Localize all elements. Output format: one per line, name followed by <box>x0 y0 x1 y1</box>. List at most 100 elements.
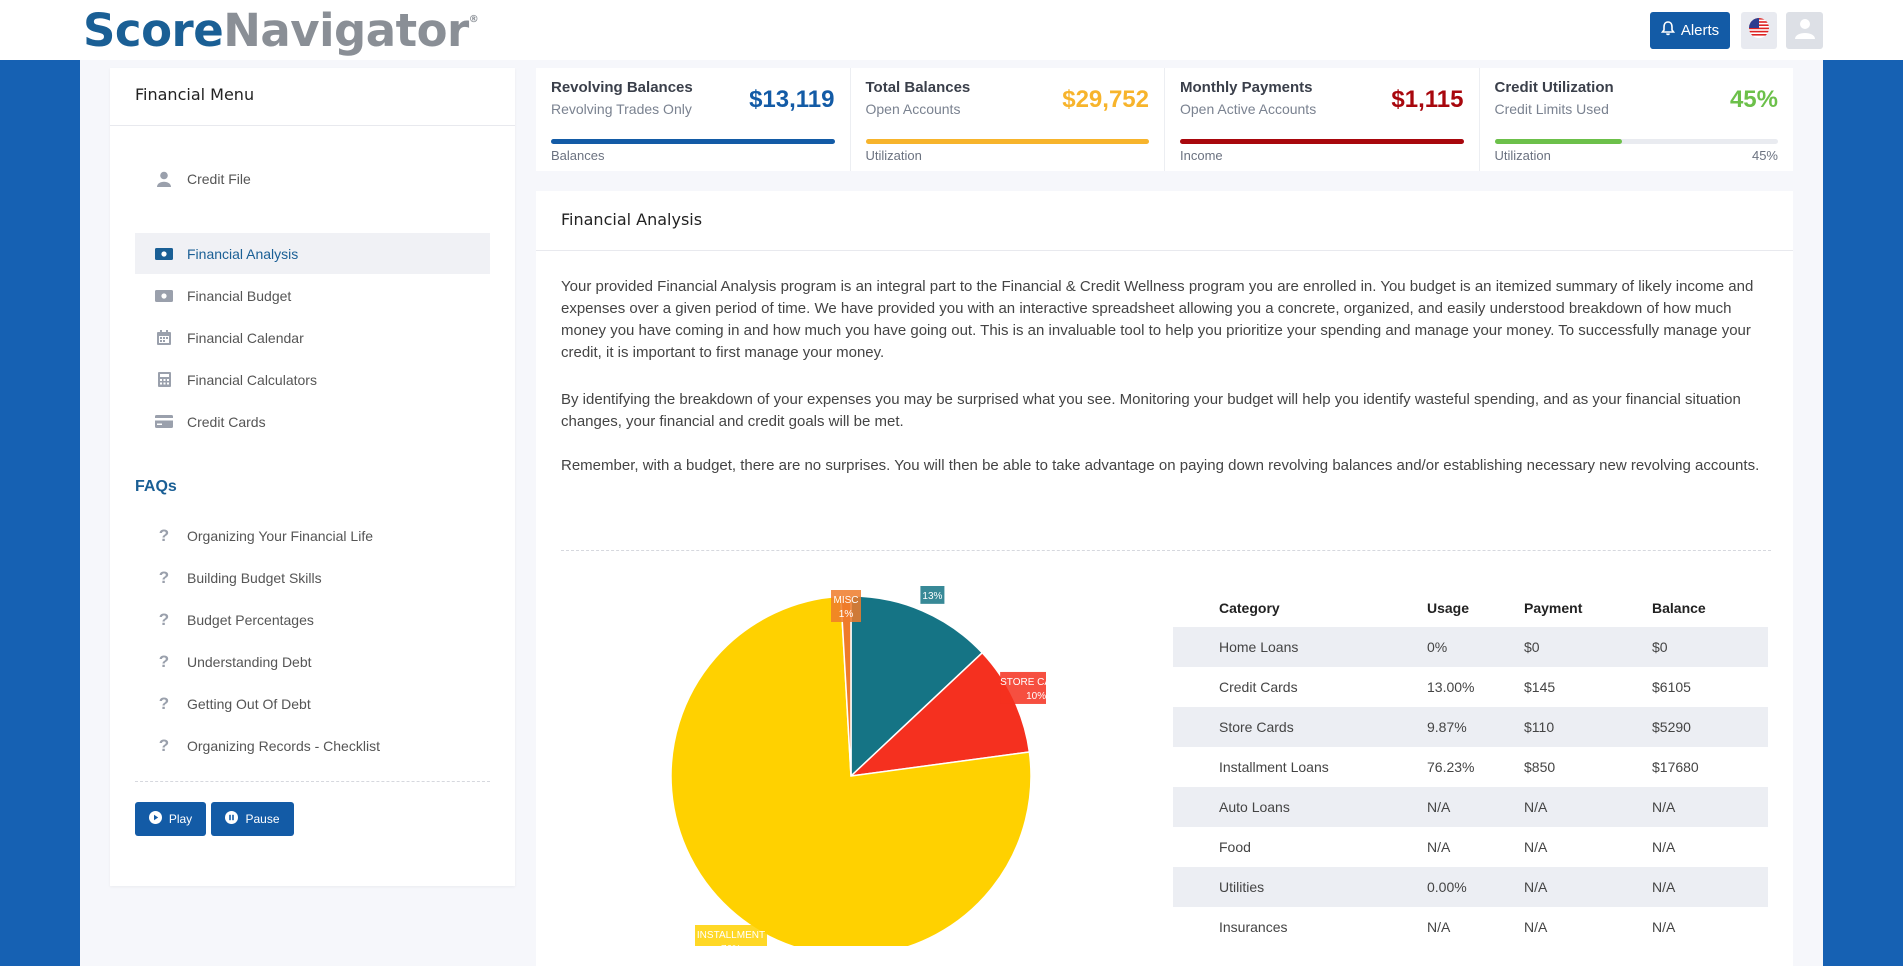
alerts-button[interactable]: Alerts <box>1650 12 1730 49</box>
stat-subtitle: Open Accounts <box>865 101 961 117</box>
cell-balance: $0 <box>1652 627 1768 667</box>
pause-circle-icon <box>225 811 239 827</box>
us-flag-icon <box>1748 17 1770 44</box>
sidebar-item-credit-file[interactable]: Credit File <box>135 158 490 199</box>
pie-label-name: INSTALLMENT <box>697 930 765 941</box>
registered-mark: ® <box>468 14 479 25</box>
table-row: Credit Cards 13.00% $145 $6105 <box>1173 667 1768 707</box>
cell-payment: $110 <box>1524 707 1652 747</box>
sidebar-title: Financial Menu <box>110 68 515 126</box>
calculator-icon <box>155 372 173 388</box>
stat-credit-utilization: Credit Utilization Credit Limits Used 45… <box>1480 68 1794 171</box>
faq-label: Organizing Your Financial Life <box>187 527 374 544</box>
cell-payment: N/A <box>1524 839 1548 855</box>
faq-item[interactable]: ? Understanding Debt <box>135 641 490 682</box>
sidebar-item-label: Financial Calculators <box>187 371 317 388</box>
stat-progress-fill <box>1180 139 1464 144</box>
stat-progress-bar <box>865 139 1149 144</box>
cell-payment: N/A <box>1524 787 1652 827</box>
cell-category: Insurances <box>1219 919 1288 935</box>
cell-category: Installment Loans <box>1219 759 1329 775</box>
sidebar-item-label: Financial Analysis <box>187 245 299 262</box>
faq-item[interactable]: ? Organizing Records - Checklist <box>135 725 490 766</box>
cell-category: Auto Loans <box>1173 787 1427 827</box>
column-header-balance: Balance <box>1652 600 1706 616</box>
intro-paragraph: Your provided Financial Analysis program… <box>561 278 1754 361</box>
table-body: Home Loans 0% $0 $0 Credit Cards 13.00% $145 $6… <box>1173 627 1768 947</box>
scorenavigator-logo[interactable]: ScoreNavigator® <box>83 4 479 57</box>
sidebar-item-financial-calendar[interactable]: Financial Calendar <box>135 317 490 358</box>
pie-slice-installment[interactable] <box>670 595 1032 946</box>
summary-stats: Revolving Balances Revolving Trades Only… <box>536 68 1793 171</box>
language-button[interactable] <box>1741 12 1777 49</box>
content-area: Financial Menu Credit File Financial Ana… <box>80 60 1823 966</box>
pie-slice-cc[interactable] <box>850 595 984 778</box>
stat-title: Monthly Payments <box>1180 79 1313 96</box>
sidebar-item-label: Financial Budget <box>187 287 292 304</box>
stat-revolving-balances: Revolving Balances Revolving Trades Only… <box>536 68 851 171</box>
stat-title: Revolving Balances <box>551 79 693 96</box>
user-icon <box>155 171 173 187</box>
money-bill-icon <box>155 288 173 304</box>
table-row: Store Cards 9.87% $110 $5290 <box>1173 707 1768 747</box>
table-row: Insurances N/A N/A N/A <box>1173 907 1768 947</box>
question-icon: ? <box>158 525 170 545</box>
stat-progress-fill <box>1494 139 1623 144</box>
pie-label-percent: 76% <box>721 944 741 946</box>
faq-item[interactable]: ? Getting Out Of Debt <box>135 683 490 724</box>
question-icon: ? <box>158 693 170 713</box>
stat-footer-right: 45% <box>1751 148 1778 163</box>
play-button[interactable]: Play <box>135 802 206 836</box>
pie-label-name: CC <box>925 586 939 588</box>
stat-monthly-payments: Monthly Payments Open Active Accounts $1… <box>1165 68 1480 171</box>
question-icon: ? <box>158 735 170 755</box>
stat-footer: Income <box>1180 148 1223 163</box>
budget-paragraph: Remember, with a budget, there are no su… <box>561 457 1760 474</box>
pie-label-background <box>831 590 861 622</box>
pie-label-percent: 13% <box>922 591 942 602</box>
faq-item[interactable]: ? Organizing Your Financial Life <box>135 515 490 556</box>
category-table: Category Usage Payment Balance Home Loan… <box>1173 589 1768 947</box>
cell-category: Credit Cards <box>1219 679 1298 695</box>
sidebar-item-financial-budget[interactable]: Financial Budget <box>135 275 490 316</box>
cell-payment: $850 <box>1524 759 1556 775</box>
question-icon: ? <box>158 609 170 629</box>
sidebar-item-credit-cards[interactable]: Credit Cards <box>135 401 490 442</box>
cell-category: Utilities <box>1173 867 1427 907</box>
table-row: Food N/A N/A N/A <box>1173 827 1768 867</box>
sidebar-menu-top: Credit File <box>135 158 490 200</box>
bell-icon <box>1660 21 1675 40</box>
sidebar-item-financial-calculators[interactable]: Financial Calculators <box>135 359 490 400</box>
cell-payment: $145 <box>1524 679 1556 695</box>
pie-label-installment: INSTALLMENT 76% <box>695 925 767 946</box>
cell-usage: N/A <box>1427 839 1451 855</box>
sidebar-menu-financial: Financial Analysis Financial Budget Fina… <box>135 233 490 443</box>
user-avatar-button[interactable] <box>1786 12 1823 49</box>
cell-balance: N/A <box>1652 787 1768 827</box>
stat-progress-bar <box>1180 139 1464 144</box>
card-divider <box>561 550 1771 551</box>
faq-item[interactable]: ? Budget Percentages <box>135 599 490 640</box>
logo-text-navigator: Navigator <box>223 4 469 57</box>
alerts-label: Alerts <box>1680 22 1720 39</box>
cell-category: Food <box>1219 839 1251 855</box>
pause-button[interactable]: Pause <box>211 802 294 836</box>
table-row: Utilities 0.00% N/A N/A <box>1173 867 1768 907</box>
pause-label: Pause <box>245 812 280 826</box>
pie-label-percent: 10% <box>1026 691 1046 702</box>
stat-title: Credit Utilization <box>1494 79 1614 96</box>
stat-footer: Utilization <box>1494 148 1551 163</box>
cell-usage: 0.00% <box>1427 867 1524 907</box>
sidebar-item-label: Credit File <box>187 170 251 187</box>
calendar-icon <box>155 330 173 346</box>
column-header-payment: Payment <box>1524 600 1583 616</box>
user-avatar-icon <box>1793 16 1817 45</box>
faq-item[interactable]: ? Building Budget Skills <box>135 557 490 598</box>
faq-label: Budget Percentages <box>187 611 314 628</box>
sidebar-item-financial-analysis[interactable]: Financial Analysis <box>135 233 490 274</box>
pie-label-percent: 1% <box>839 609 854 620</box>
stat-value: 45% <box>1729 86 1778 113</box>
expenses-paragraph: By identifying the breakdown of your exp… <box>561 391 1741 430</box>
stat-value: $13,119 <box>749 86 835 113</box>
cell-payment: N/A <box>1524 867 1652 907</box>
